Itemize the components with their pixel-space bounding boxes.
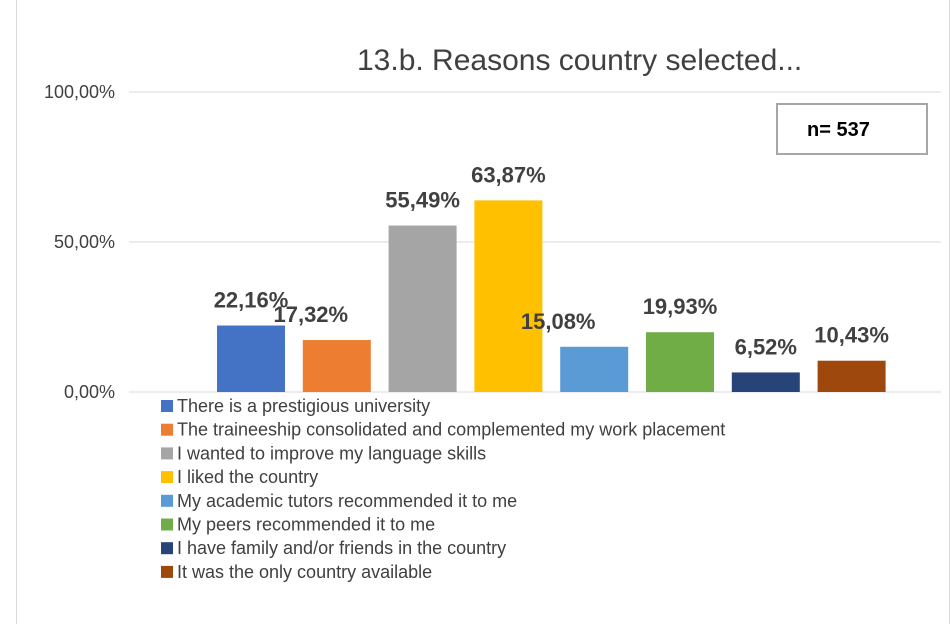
- data-label-6: 19,93%: [643, 294, 718, 319]
- legend-swatch-4: [161, 471, 173, 484]
- legend: There is a prestigious university The tra…: [161, 396, 725, 582]
- bar-8: [817, 360, 886, 392]
- chart-title: 13.b. Reasons country selected...: [357, 44, 802, 77]
- data-labels: 22,16%17,32% 55,49% 63,87% 15,08% 19,93% 6,52…: [214, 162, 889, 359]
- y-tick-label-2: 100,00%: [44, 82, 115, 102]
- legend-label-7: I have family and/or friends in the coun…: [177, 538, 506, 558]
- legend-swatch-6: [161, 518, 173, 531]
- data-label-2: 17,32%: [273, 302, 348, 327]
- data-label-3: 55,49%: [385, 188, 460, 213]
- bar-chart: 0,00% 50,00% 100,00% 22,16%17,32% 55,49% 63,…: [44, 44, 941, 582]
- legend-swatch-8: [161, 565, 173, 578]
- data-label-7: 6,52%: [735, 334, 797, 359]
- legend-swatch-3: [161, 447, 173, 460]
- legend-label-3: I wanted to improve my language skills: [177, 443, 486, 463]
- legend-label-1: There is a prestigious university: [177, 396, 430, 416]
- y-tick-label-0: 0,00%: [64, 382, 115, 402]
- legend-swatch-1: [161, 400, 173, 412]
- data-label-4: 63,87%: [471, 162, 546, 187]
- bar-1: [217, 325, 285, 392]
- bar-4: [474, 200, 543, 392]
- n-box-frame: [776, 103, 928, 155]
- data-label-8: 10,43%: [814, 323, 889, 348]
- legend-label-8: It was the only country available: [177, 562, 432, 582]
- data-label-5: 15,08%: [521, 309, 596, 334]
- y-axis-ticks: 0,00% 50,00% 100,00%: [44, 82, 115, 402]
- n-box-text: n= 537: [807, 119, 870, 141]
- bars: [217, 200, 886, 392]
- legend-label-5: My academic tutors recommended it to me: [177, 491, 517, 511]
- legend-label-2: The traineeship consolidated and complem…: [177, 420, 725, 440]
- y-tick-label-1: 50,00%: [54, 232, 115, 252]
- legend-label-6: My peers recommended it to me: [177, 515, 435, 535]
- data-label-1: 22,16%: [214, 288, 289, 313]
- n-box: n= 537: [776, 103, 928, 155]
- bar-7: [731, 372, 800, 392]
- bar-6: [646, 332, 714, 392]
- legend-swatch-2: [161, 423, 173, 436]
- legend-swatch-5: [161, 494, 173, 507]
- chart-frame: 0,00% 50,00% 100,00% 22,16% 17,32% 55,49% 63,…: [16, 0, 950, 624]
- bar-5: [560, 346, 629, 392]
- bar-2: [302, 340, 371, 392]
- legend-label-4: I liked the country: [177, 467, 318, 487]
- legend-swatch-7: [161, 542, 173, 555]
- bar-3: [388, 225, 457, 392]
